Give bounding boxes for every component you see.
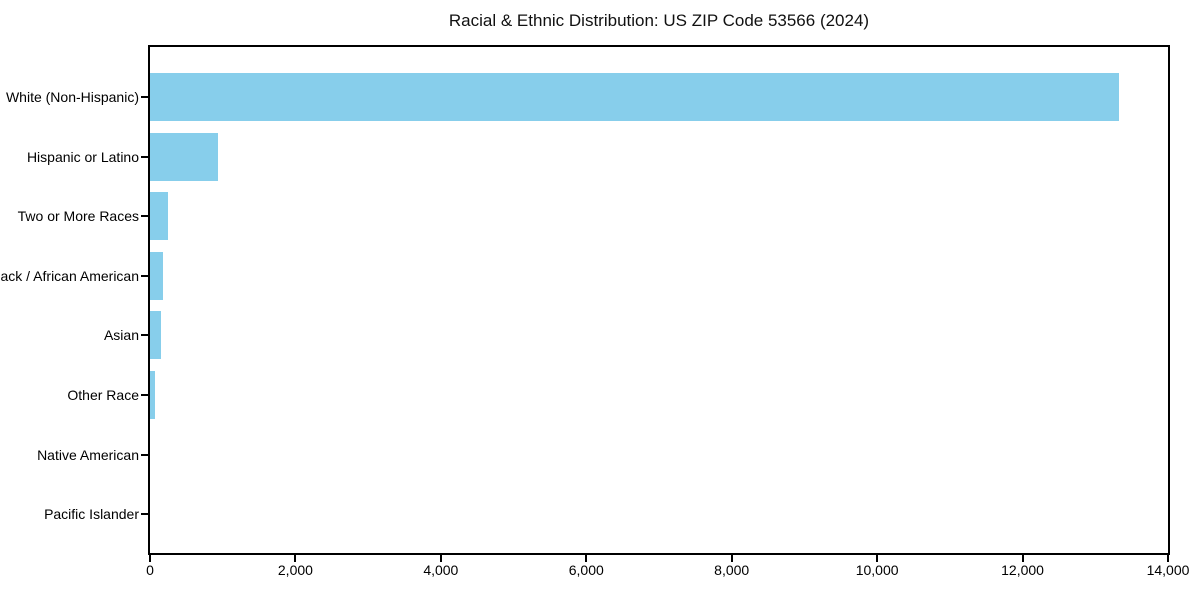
- y-tick: [141, 96, 149, 98]
- bar-black-african-american: [150, 251, 163, 300]
- y-tick-label: Native American: [37, 446, 139, 463]
- chart-title: Racial & Ethnic Distribution: US ZIP Cod…: [448, 11, 870, 30]
- y-tick-label: White (Non-Hispanic): [5, 89, 139, 105]
- bar-asian: [150, 311, 161, 360]
- plot-area: [141, 45, 1170, 562]
- y-axis-labels: White (Non-Hispanic) Hispanic or Latino Tw…: [0, 47, 139, 553]
- x-tick: [876, 555, 879, 562]
- y-tick-label: Asian: [103, 327, 139, 344]
- x-tick-label: 12,000: [1001, 562, 1044, 578]
- bar-two-or-more-races: [150, 192, 168, 241]
- y-tick: [141, 215, 149, 218]
- y-tick: [141, 513, 149, 516]
- x-tick: [730, 555, 733, 562]
- bar-other-race: [150, 371, 156, 419]
- x-tick: [1021, 555, 1024, 562]
- y-tick-label: Two or More Races: [17, 208, 139, 225]
- y-tick: [141, 453, 149, 456]
- x-tick-label: 10,000: [855, 562, 899, 578]
- x-axis-labels: 0 2,000 4,000 6,000 8,000 10,000 12,000 14,000: [146, 562, 1189, 580]
- y-tick-label: Hispanic or Latino: [26, 148, 139, 165]
- y-tick-label: Other Race: [67, 387, 139, 403]
- x-tick: [439, 555, 442, 562]
- bar-white-non-hispanic: [150, 73, 1120, 121]
- x-tick-label: 4,000: [423, 562, 459, 578]
- bar-hispanic-or-latino: [150, 132, 218, 181]
- x-tick-label: 2,000: [277, 562, 313, 578]
- x-tick: [585, 555, 588, 562]
- x-tick-label: 14,000: [1146, 562, 1190, 578]
- y-tick: [141, 394, 149, 396]
- y-tick: [141, 155, 149, 158]
- x-tick: [294, 555, 297, 562]
- x-tick-label: 0: [146, 562, 154, 578]
- y-tick: [141, 334, 149, 337]
- y-tick-label: Pacific Islander: [44, 506, 139, 523]
- x-tick-label: 6,000: [568, 562, 604, 578]
- x-tick: [149, 555, 151, 562]
- x-tick-label: 8,000: [714, 562, 750, 578]
- x-tick: [1167, 555, 1169, 562]
- y-tick: [141, 274, 149, 277]
- y-tick-label: Black / African American: [0, 267, 139, 284]
